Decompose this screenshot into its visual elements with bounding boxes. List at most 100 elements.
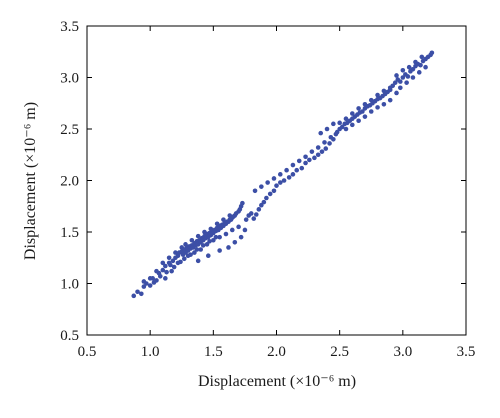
data-point [303, 154, 308, 160]
data-point [264, 195, 269, 201]
data-point [339, 124, 345, 130]
data-point [334, 129, 340, 135]
data-point [131, 293, 137, 299]
data-point [315, 152, 321, 158]
data-point [261, 199, 267, 205]
data-point [139, 291, 144, 297]
data-point [229, 227, 235, 233]
data-point [410, 66, 416, 72]
data-point [429, 50, 435, 56]
data-point [154, 278, 159, 283]
data-point [169, 268, 174, 274]
data-point [318, 130, 324, 136]
data-point [135, 289, 140, 295]
data-point [166, 255, 172, 261]
data-point [173, 250, 178, 255]
data-point [221, 217, 226, 222]
data-point [419, 54, 425, 60]
x-tick-label: 3.5 [457, 344, 476, 360]
data-point [202, 229, 207, 235]
data-point [290, 162, 296, 168]
data-point [331, 121, 336, 127]
y-tick-label: 2.5 [60, 122, 79, 138]
data-point [368, 97, 374, 103]
data-point [208, 226, 214, 232]
data-point [242, 227, 248, 233]
y-axis-ticks [87, 25, 466, 336]
data-point [390, 83, 396, 89]
data-point [271, 188, 277, 194]
data-point [315, 145, 321, 150]
data-point [251, 216, 257, 221]
x-tick-label: 3.0 [393, 344, 412, 360]
data-point [214, 221, 220, 227]
data-point [181, 256, 187, 262]
data-point [423, 64, 428, 70]
data-point [160, 260, 166, 266]
data-point [294, 167, 300, 173]
data-point [164, 269, 169, 275]
data-point [223, 231, 229, 237]
data-point [253, 212, 259, 217]
data-point [290, 172, 296, 177]
y-tick-label: 2.0 [60, 174, 79, 190]
y-tick-label: 3.5 [60, 19, 79, 35]
data-points [131, 50, 435, 299]
data-point [418, 62, 423, 68]
data-point [303, 160, 308, 166]
data-point [319, 149, 325, 154]
data-point [163, 276, 168, 281]
data-point [398, 79, 403, 84]
data-point [141, 279, 147, 284]
data-point [256, 207, 262, 212]
data-point [362, 114, 368, 119]
data-point [236, 224, 241, 230]
data-point [207, 238, 212, 244]
data-point [195, 233, 201, 239]
data-point [277, 180, 283, 185]
data-point [381, 88, 387, 94]
data-point [328, 134, 334, 140]
data-point [267, 191, 273, 197]
y-axis-tick-labels: 0.5 1.0 1.5 2.0 2.5 3.0 3.5 [60, 19, 79, 344]
data-point [274, 183, 279, 188]
data-point [368, 109, 374, 114]
data-point [192, 250, 197, 255]
data-point [350, 122, 355, 128]
data-point [360, 109, 365, 114]
data-point [226, 245, 231, 250]
data-point [375, 92, 380, 98]
data-point [404, 80, 409, 85]
data-point [189, 237, 195, 243]
data-point [277, 172, 283, 177]
data-point [323, 146, 329, 151]
x-tick-label: 2.0 [267, 344, 286, 360]
data-point [240, 200, 245, 206]
data-point [324, 126, 330, 132]
data-point [252, 188, 258, 194]
data-point [410, 75, 416, 80]
data-point [400, 75, 406, 80]
data-point [265, 180, 270, 185]
y-axis-label: Displacement (×10⁻⁶ m) [22, 102, 39, 260]
data-point [227, 213, 233, 218]
data-point [394, 90, 399, 96]
data-point [322, 140, 327, 145]
x-axis-label: Displacement (×10⁻⁶ m) [198, 373, 356, 390]
data-point [160, 267, 166, 273]
data-point [392, 80, 398, 85]
data-point [387, 97, 393, 103]
data-point [312, 155, 317, 161]
data-point [217, 234, 222, 240]
data-point [343, 116, 349, 121]
data-point [343, 126, 349, 132]
data-point [416, 70, 422, 75]
data-point [413, 59, 418, 65]
data-point [213, 234, 219, 240]
data-point [362, 101, 368, 107]
data-point [170, 258, 176, 264]
data-point [179, 245, 185, 250]
x-tick-label: 1.5 [204, 344, 223, 360]
data-point [171, 264, 177, 270]
